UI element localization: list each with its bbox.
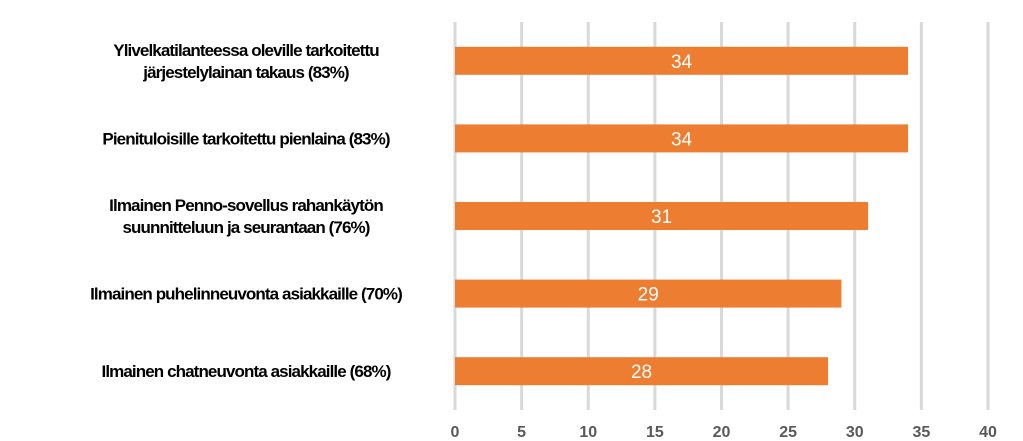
bar-value-label: 31 bbox=[651, 207, 672, 228]
x-tick-label: 35 bbox=[912, 424, 930, 441]
category-labels: Ylivelkatilanteessa oleville tarkoitettu… bbox=[90, 41, 402, 381]
x-tick-label: 40 bbox=[979, 424, 997, 441]
category-label: Ilmainen Penno-sovellus rahankäytön bbox=[109, 196, 383, 215]
x-axis-tick-labels: 0 5 10 15 20 25 30 35 40 bbox=[451, 424, 997, 441]
x-tick-label: 10 bbox=[579, 424, 597, 441]
bar-value-label: 34 bbox=[671, 129, 693, 150]
category-label: Ilmainen chatneuvonta asiakkaille (68%) bbox=[102, 362, 391, 381]
x-tick-label: 15 bbox=[646, 424, 664, 441]
bar-value-label: 29 bbox=[638, 285, 659, 306]
x-tick-label: 20 bbox=[713, 424, 731, 441]
category-label: suunnitteluun ja seurantaan (76%) bbox=[122, 218, 369, 237]
bar-value-label: 34 bbox=[671, 52, 693, 73]
category-label: Pienituloisille tarkoitettu pienlaina (8… bbox=[102, 129, 389, 148]
x-tick-label: 0 bbox=[451, 424, 460, 441]
category-label: järjestelylainan takaus (83%) bbox=[142, 63, 349, 82]
x-tick-label: 25 bbox=[779, 424, 797, 441]
x-tick-label: 30 bbox=[846, 424, 864, 441]
category-label: Ylivelkatilanteessa oleville tarkoitettu bbox=[113, 41, 379, 60]
bar-value-label: 28 bbox=[631, 362, 652, 383]
category-label: Ilmainen puhelinneuvonta asiakkaille (70… bbox=[90, 285, 402, 304]
x-tick-label: 5 bbox=[517, 424, 526, 441]
